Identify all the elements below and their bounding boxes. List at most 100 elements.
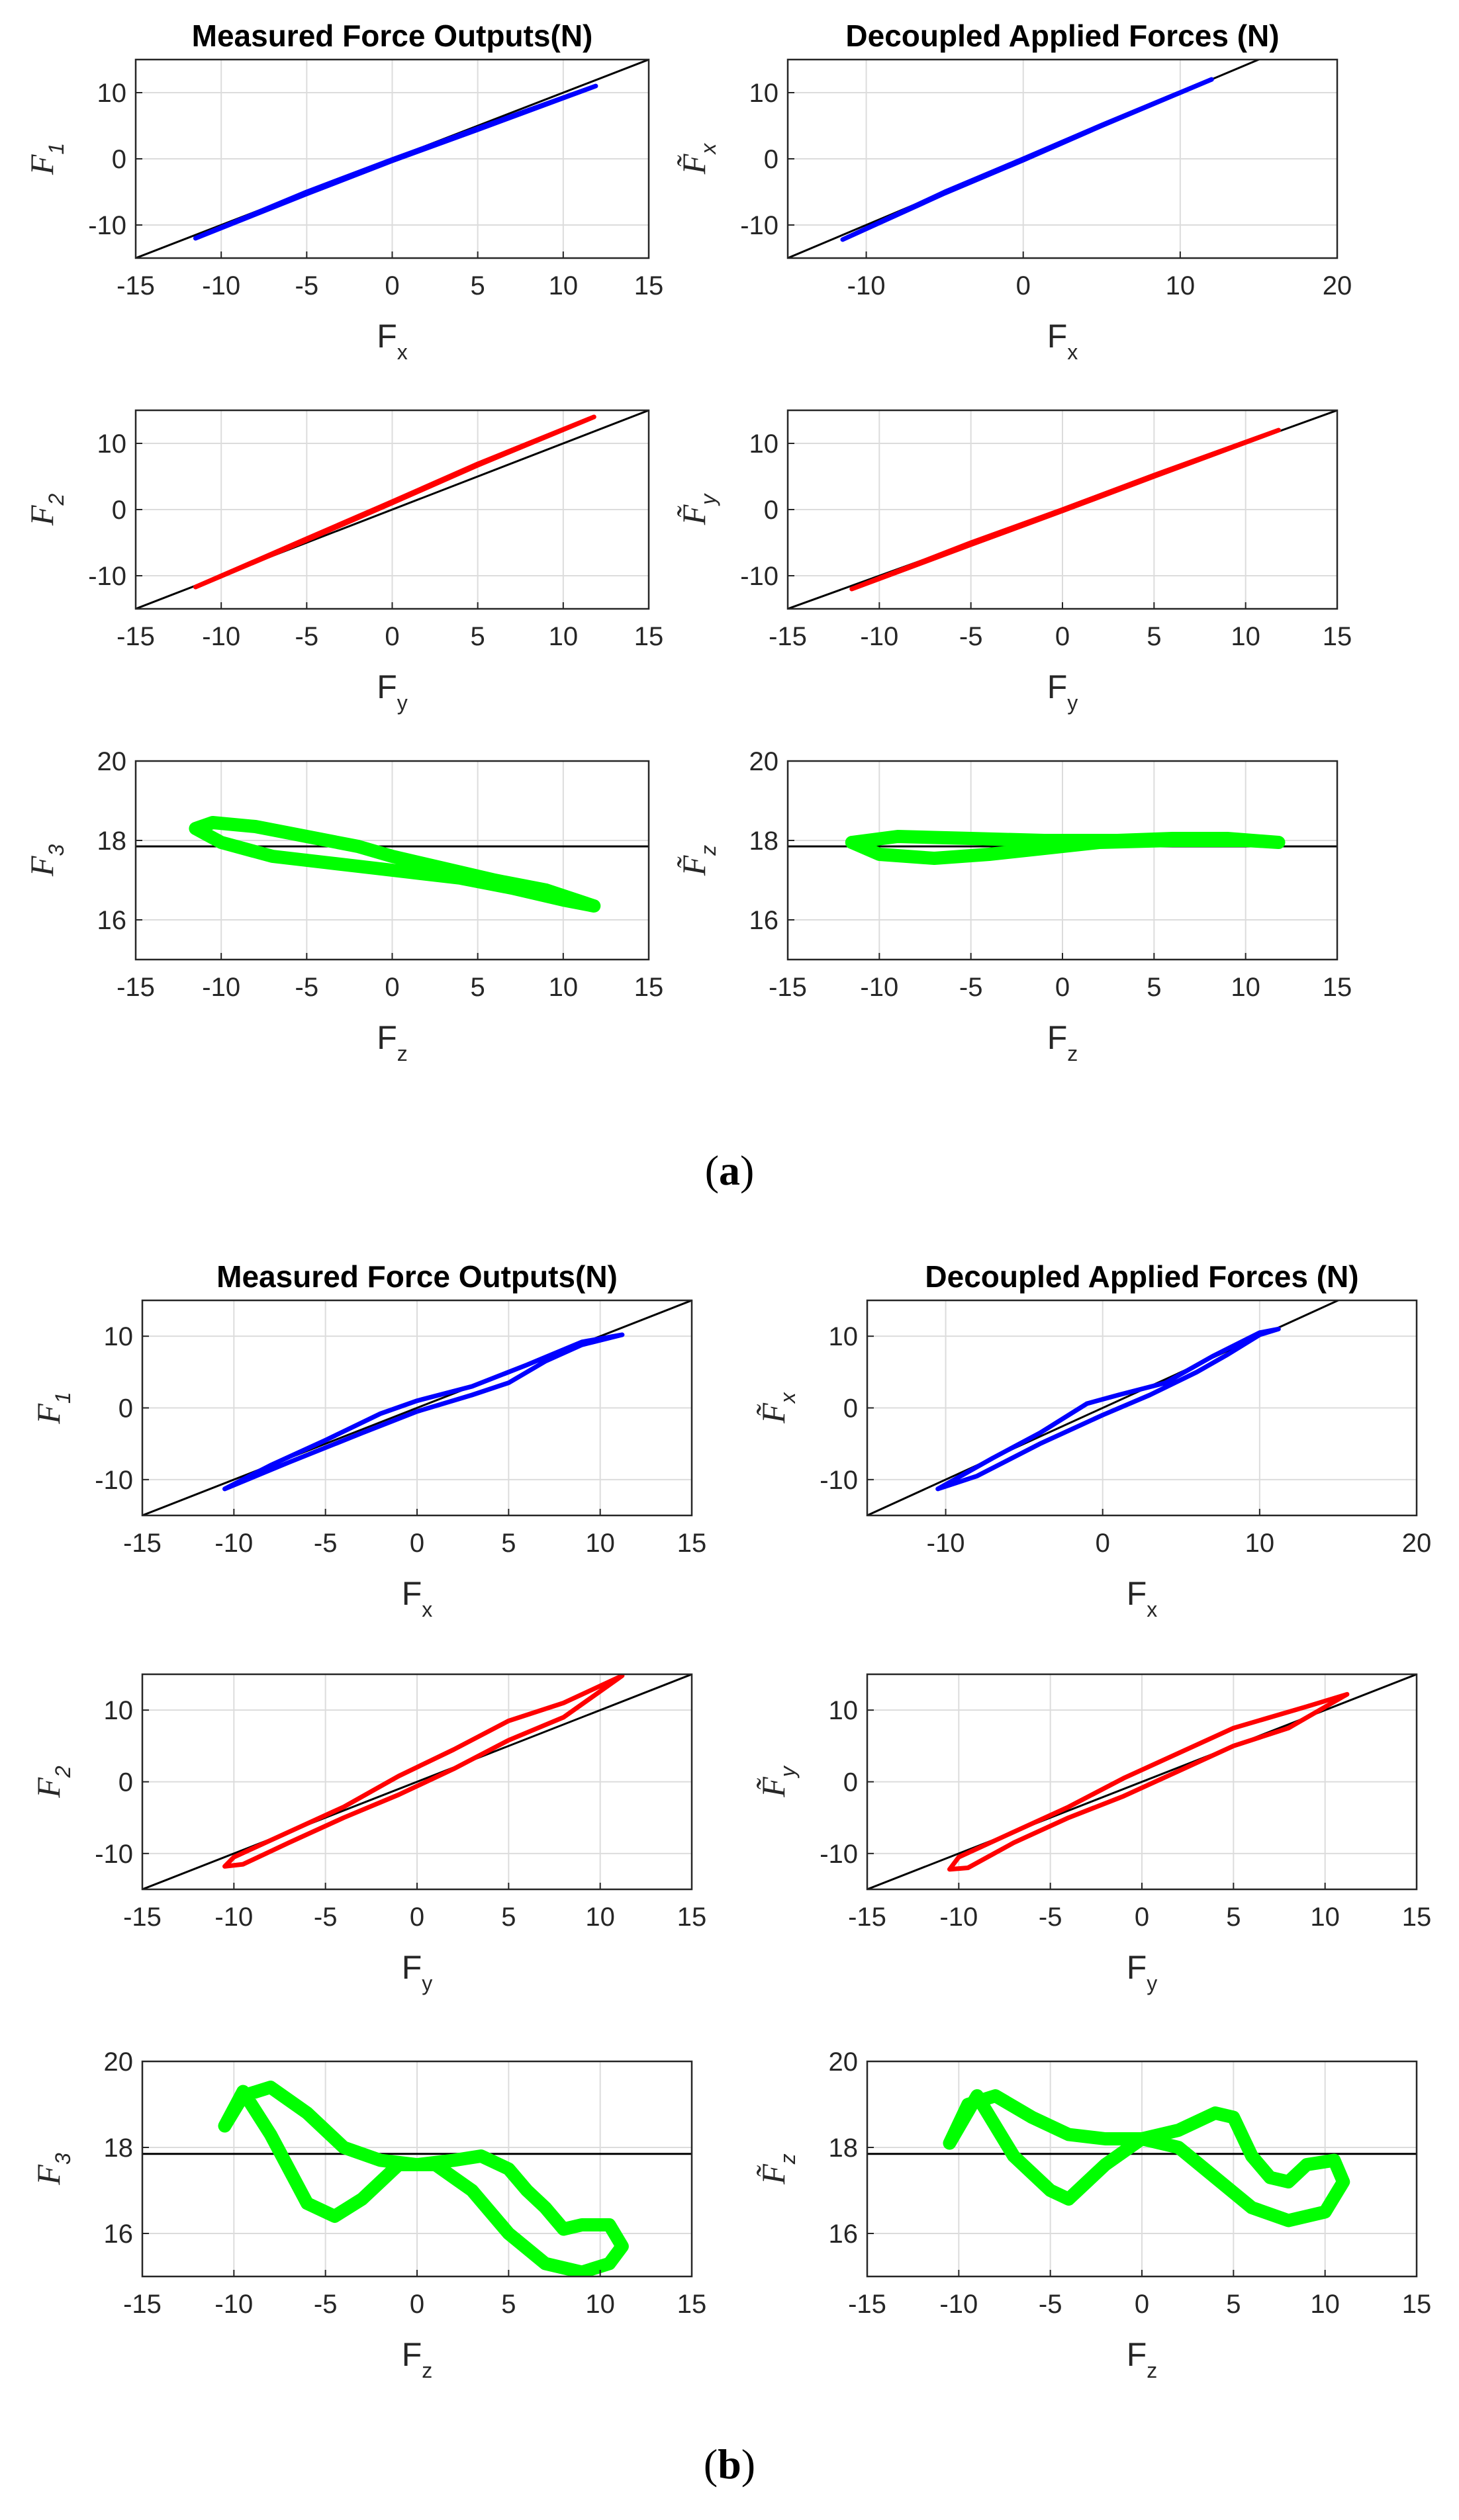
data-series <box>193 83 598 241</box>
x-axis-label: Fy <box>377 668 408 715</box>
x-tick-label: 5 <box>501 1529 516 1558</box>
x-tick-label: 0 <box>1135 2290 1149 2319</box>
y-tick-label: 18 <box>104 2134 134 2163</box>
x-tick-label: -5 <box>295 622 319 651</box>
x-tick-label: -10 <box>202 271 240 300</box>
x-tick-label: -5 <box>295 973 319 1002</box>
y-axis-label: F3 <box>30 2153 75 2186</box>
chart-b3: -15 -10 -5 0 5 10 15 -10 0 10 Fy F2 <box>30 1673 707 1995</box>
x-tick-label: 0 <box>410 1529 424 1558</box>
x-tick-label: 15 <box>1402 2290 1432 2319</box>
x-tick-label: 0 <box>1096 1529 1110 1558</box>
y-tick-label: 10 <box>749 429 779 459</box>
x-tick-label: 0 <box>1135 1903 1149 1932</box>
y-tick-label: 20 <box>829 2048 859 2077</box>
x-tick-label: 10 <box>1166 271 1196 300</box>
y-tick-label: -10 <box>740 211 778 240</box>
chart-b1: -15 -10 -5 0 5 10 15 -10 0 10 Measured Force Outpu… <box>30 1259 706 1621</box>
y-tick-label: 16 <box>104 2220 134 2249</box>
y-tick-label: 0 <box>118 1768 133 1797</box>
x-tick-label: 10 <box>585 1529 615 1558</box>
x-tick-label: -15 <box>117 973 155 1002</box>
y-tick-label: 10 <box>97 429 127 459</box>
x-tick-label: 0 <box>410 2290 424 2319</box>
x-tick-label: 5 <box>1147 973 1161 1002</box>
chart-b4: -15 -10 -5 0 5 10 15 -10 0 10 Fy F̃y <box>755 1673 1432 1995</box>
data-series <box>189 816 601 913</box>
y-tick-label: 0 <box>764 145 778 174</box>
chart-b2: -10 0 10 20 -10 0 10 Decoupled Applied Forces (… <box>755 1259 1431 1621</box>
x-tick-label: -5 <box>959 622 983 651</box>
x-tick-label: 5 <box>1226 1903 1241 1932</box>
x-tick-label: -10 <box>939 1903 978 1932</box>
x-tick-label: 15 <box>634 271 664 300</box>
x-tick-label: -10 <box>202 973 240 1002</box>
y-axis-label: F̃y <box>675 493 720 526</box>
x-tick-label: 15 <box>1402 1903 1432 1932</box>
x-axis-label: Fz <box>402 2336 433 2382</box>
x-tick-label: 15 <box>1323 622 1352 651</box>
y-tick-label: 16 <box>749 906 779 935</box>
y-axis-label: F̃x <box>755 1392 800 1424</box>
y-tick-label: 10 <box>829 1322 859 1351</box>
x-tick-label: 0 <box>1016 271 1031 300</box>
x-tick-label: 5 <box>501 1903 516 1932</box>
x-axis-label: Fy <box>1127 1949 1158 1995</box>
x-tick-label: -15 <box>123 2290 162 2319</box>
x-axis-label: Fz <box>377 1019 408 1065</box>
data-series <box>947 1691 1350 1872</box>
x-tick-label: 20 <box>1402 1529 1432 1558</box>
x-tick-label: -15 <box>123 1903 162 1932</box>
x-tick-label: -10 <box>214 1903 253 1932</box>
y-axis-label: F̃z <box>755 2153 800 2185</box>
chart-a3: -15 -10 -5 0 5 10 15 -10 0 10 Fy F2 <box>23 409 663 715</box>
x-tick-label: 10 <box>1231 622 1260 651</box>
y-tick-label: 10 <box>97 79 127 108</box>
y-tick-label: 0 <box>112 496 126 525</box>
y-tick-label: 10 <box>104 1322 134 1351</box>
x-tick-label: 0 <box>385 622 399 651</box>
y-axis-label: F3 <box>23 844 68 878</box>
x-tick-label: 5 <box>501 2290 516 2319</box>
x-tick-label: 15 <box>677 1529 707 1558</box>
y-tick-label: 10 <box>829 1696 859 1725</box>
x-tick-label: 15 <box>1323 973 1352 1002</box>
x-axis-label: Fx <box>1047 318 1078 364</box>
x-axis-label: Fy <box>402 1949 433 1995</box>
x-tick-label: -15 <box>848 1903 886 1932</box>
x-tick-label: 15 <box>677 1903 707 1932</box>
x-tick-label: 0 <box>1055 973 1070 1002</box>
y-axis-label: F2 <box>23 494 68 527</box>
x-tick-label: -10 <box>927 1529 965 1558</box>
data-series <box>943 2089 1350 2228</box>
x-tick-label: 0 <box>385 973 399 1002</box>
chart-b5: -15 -10 -5 0 5 10 15 16 18 20 Fz F3 <box>30 2048 706 2382</box>
y-tick-label: -10 <box>820 1466 858 1495</box>
y-tick-label: 0 <box>112 145 126 174</box>
reference-line <box>142 1674 692 1889</box>
data-series <box>193 414 596 590</box>
data-series <box>840 77 1214 242</box>
chart-title: Measured Force Outputs(N) <box>192 19 593 53</box>
x-tick-label: -5 <box>314 1529 338 1558</box>
y-tick-label: 20 <box>749 747 779 776</box>
x-axis-label: Fx <box>1127 1575 1158 1621</box>
x-tick-label: -15 <box>123 1529 162 1558</box>
x-tick-label: -10 <box>202 622 240 651</box>
x-axis-label: Fz <box>1047 1019 1078 1065</box>
y-tick-label: 16 <box>97 906 127 935</box>
y-tick-label: 0 <box>764 496 778 525</box>
data-series <box>218 2081 629 2276</box>
x-tick-label: -5 <box>314 1903 338 1932</box>
chart-a4: -15 -10 -5 0 5 10 15 -10 0 10 Fy F̃y <box>675 409 1352 715</box>
y-tick-label: 20 <box>97 747 127 776</box>
x-tick-label: -10 <box>214 2290 253 2319</box>
chart-a6: -15 -10 -5 0 5 10 15 16 18 20 Fz F̃z <box>675 747 1352 1065</box>
y-tick-label: -10 <box>820 1840 858 1869</box>
y-tick-label: 10 <box>104 1696 134 1725</box>
y-tick-label: -10 <box>740 562 778 591</box>
data-series <box>849 428 1281 592</box>
x-axis-label: Fx <box>402 1575 433 1621</box>
y-tick-label: 0 <box>843 1768 858 1797</box>
